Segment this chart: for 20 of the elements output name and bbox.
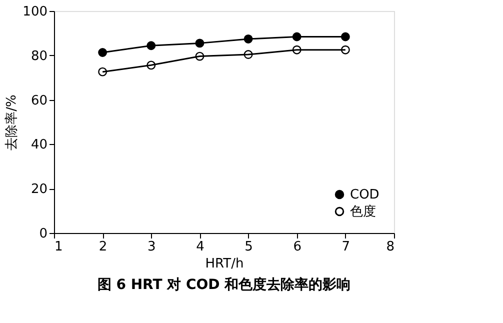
legend-label: 色度 [350, 204, 376, 220]
x-tick-label: 4 [196, 240, 204, 254]
y-axis-title: 去除率/% [4, 94, 20, 150]
x-tick-label: 6 [293, 240, 302, 254]
x-tick-label: 7 [342, 240, 350, 254]
text: 图 6 HRT 对 COD 和色度去除率的影响 [97, 276, 351, 293]
x-tick-label: 2 [98, 240, 108, 254]
x-tick-label: 5 [244, 240, 253, 254]
point [98, 48, 108, 57]
y-tick-label: 20 [30, 182, 48, 198]
y-tick-label: 60 [30, 93, 48, 108]
x-axis-title: HRT/h [205, 256, 244, 272]
x-tick-label: 8 [386, 240, 394, 254]
y-tick-label: 0 [39, 226, 48, 242]
x-tick-label: 3 [148, 240, 156, 254]
legend-label: COD [350, 188, 380, 202]
y-tick-label: 40 [30, 138, 48, 153]
y-tick-label: 100 [22, 4, 48, 20]
y-tick-label: 80 [30, 48, 48, 64]
x-tick-label: 1 [54, 240, 63, 254]
